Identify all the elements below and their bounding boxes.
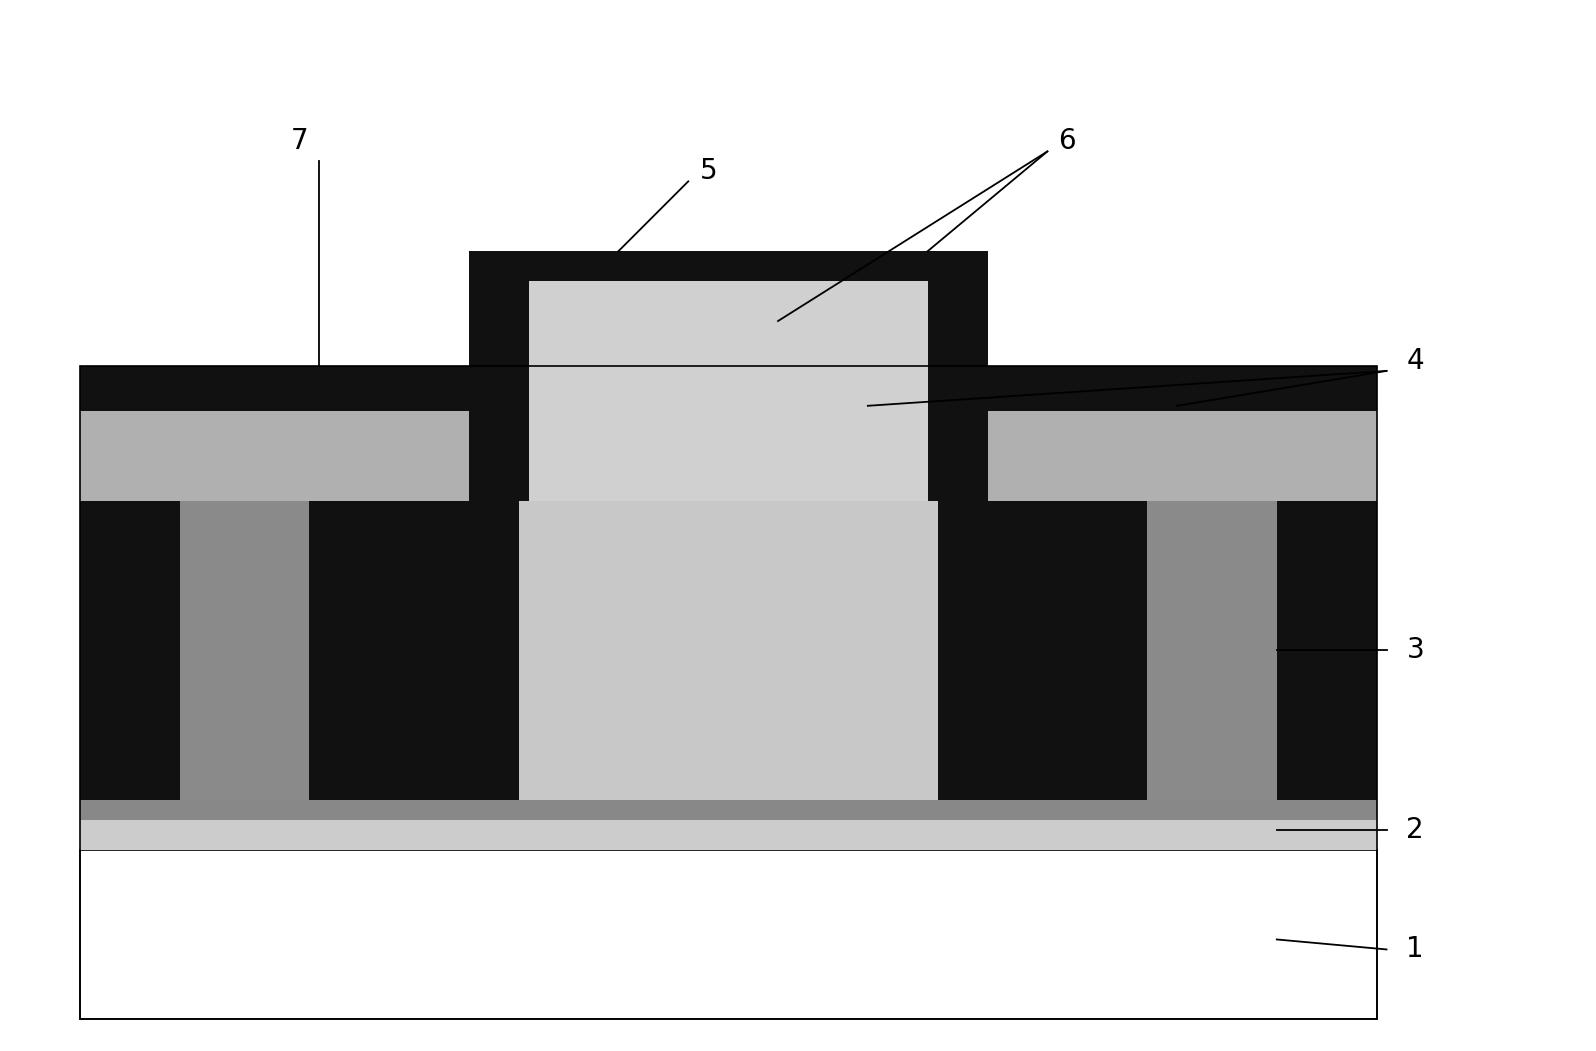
Text: 2: 2 (1406, 816, 1424, 844)
Bar (80, 500, 1376, 800)
Text: 1: 1 (1406, 935, 1424, 964)
Bar (80, 849, 1376, 1019)
Bar (179, 500, 310, 800)
Text: 7: 7 (290, 127, 308, 156)
Bar (528, 281, 927, 500)
Bar (469, 251, 528, 500)
Bar (80, 411, 1376, 500)
Text: 4: 4 (1406, 347, 1424, 375)
Bar (1148, 500, 1277, 800)
Bar (519, 321, 938, 800)
Text: 5: 5 (699, 158, 717, 185)
Text: 3: 3 (1406, 636, 1424, 664)
Bar (469, 251, 988, 281)
Bar (927, 251, 988, 500)
Text: 6: 6 (1058, 127, 1076, 156)
Bar (80, 366, 1376, 1019)
Bar (80, 820, 1376, 849)
Bar (80, 366, 1376, 411)
Bar (80, 800, 1376, 820)
